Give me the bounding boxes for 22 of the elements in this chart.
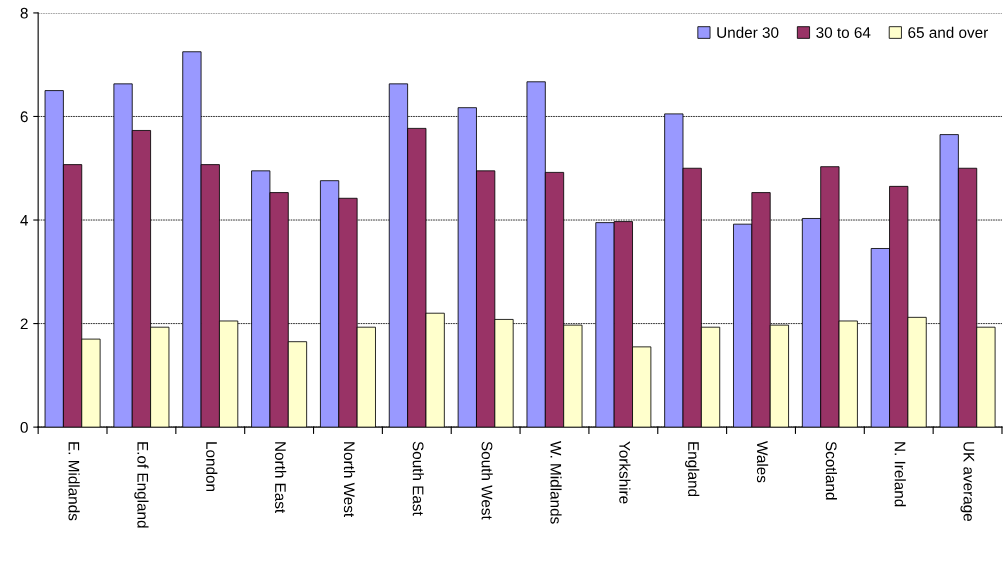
y-tick-label: 6 xyxy=(20,111,28,123)
y-tick-label: 8 xyxy=(20,7,28,19)
x-tick-label: London xyxy=(206,442,218,491)
x-tick-label: W. Midlands xyxy=(550,441,562,524)
x-tick-label: E. Midlands xyxy=(68,442,80,521)
x-tick-label: N. Ireland xyxy=(894,442,906,507)
legend-label: 65 and over xyxy=(908,26,988,38)
x-tick-label: UK average xyxy=(960,442,975,522)
x-tick-label: Scotland xyxy=(825,441,837,500)
x-tick-label: South East xyxy=(412,441,424,516)
legend-label: 30 to 64 xyxy=(816,27,871,38)
x-tick-label: South West xyxy=(481,441,493,520)
y-tick-label: 0 xyxy=(20,421,28,433)
x-tick-label: North East xyxy=(275,442,287,514)
x-tick-label: England xyxy=(685,442,700,497)
y-tick-label: 2 xyxy=(20,318,28,330)
y-tick-label: 4 xyxy=(20,215,28,226)
x-tick-label: North West xyxy=(343,442,356,518)
legend-label: Under 30 xyxy=(717,26,779,38)
x-tick-label: Wales xyxy=(756,441,769,483)
x-tick-label: Yorkshire xyxy=(619,441,631,504)
x-tick-label: E.of England xyxy=(134,442,149,528)
